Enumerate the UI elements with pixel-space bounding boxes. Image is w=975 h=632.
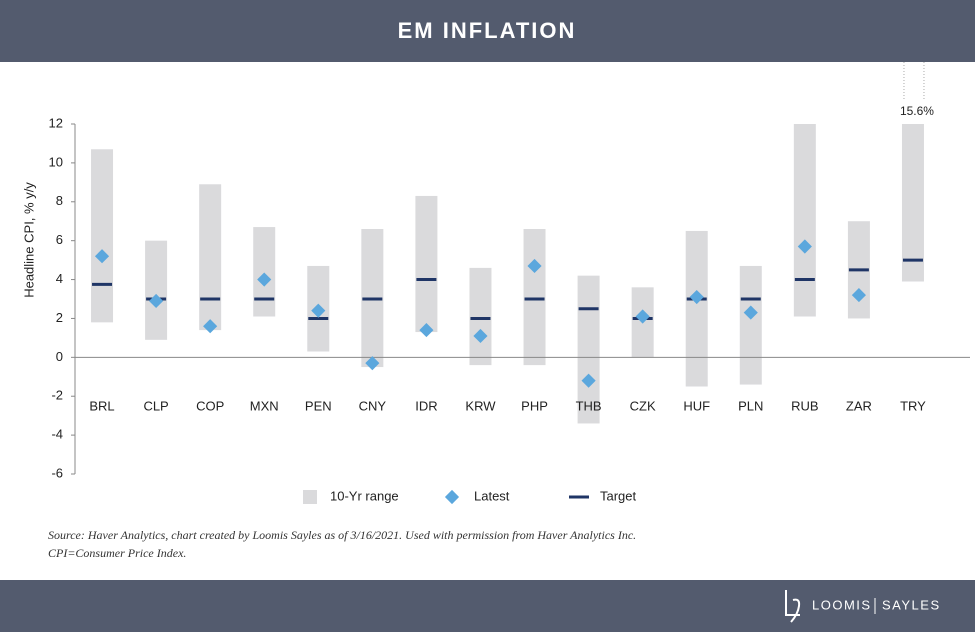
- y-tick-label: 6: [56, 232, 63, 247]
- y-axis-label: Headline CPI, % y/y: [21, 182, 36, 298]
- x-tick-label: KRW: [465, 398, 496, 413]
- range-bar: [685, 230, 708, 387]
- range-bar: [199, 184, 222, 331]
- range-bar: [523, 229, 546, 366]
- latest-marker: [203, 319, 218, 334]
- legend-swatch: [444, 489, 460, 505]
- x-tick-label: MXN: [250, 398, 279, 413]
- latest-marker: [743, 305, 758, 320]
- y-tick-label: 8: [56, 193, 63, 208]
- header-bar: [0, 0, 975, 62]
- x-tick-label: BRL: [89, 398, 114, 413]
- source-note: Source: Haver Analytics, chart created b…: [48, 528, 636, 542]
- brand-name: LOOMIS: [812, 597, 872, 612]
- x-tick-label: IDR: [415, 398, 437, 413]
- brand-logo: [785, 590, 801, 623]
- x-tick-label: PHP: [521, 398, 548, 413]
- x-tick-label: CLP: [143, 398, 168, 413]
- latest-marker: [257, 272, 272, 287]
- x-tick-label: HUF: [683, 398, 710, 413]
- latest-marker: [419, 323, 434, 338]
- y-tick-label: -4: [51, 427, 63, 442]
- range-bar: [739, 265, 762, 385]
- latest-marker: [797, 239, 812, 254]
- legend-label: Target: [600, 488, 637, 503]
- y-tick-label: 10: [49, 154, 63, 169]
- range-bar: [469, 267, 492, 366]
- x-tick-label: THB: [576, 398, 602, 413]
- latest-marker: [149, 293, 164, 309]
- latest-marker: [473, 328, 488, 344]
- latest-marker: [527, 258, 542, 274]
- range-bar: [415, 195, 438, 333]
- latest-marker: [311, 303, 326, 318]
- y-tick-label: 12: [49, 115, 63, 130]
- source-note: CPI=Consumer Price Index.: [48, 546, 186, 560]
- range-bar: [577, 275, 600, 424]
- latest-marker: [635, 309, 650, 324]
- x-tick-label: ZAR: [846, 398, 872, 413]
- range-bar: [793, 124, 816, 317]
- x-tick-label: RUB: [791, 398, 818, 413]
- x-tick-label: CZK: [630, 398, 656, 413]
- latest-marker: [365, 356, 380, 371]
- legend-swatch: [303, 490, 317, 504]
- range-bar: [145, 240, 168, 340]
- latest-marker: [581, 373, 596, 388]
- x-tick-label: TRY: [900, 398, 926, 413]
- brand-name: SAYLES: [882, 597, 941, 612]
- y-tick-label: 2: [56, 310, 63, 325]
- y-tick-label: 0: [56, 349, 63, 364]
- legend-label: Latest: [474, 488, 510, 503]
- latest-marker: [689, 289, 704, 305]
- y-tick-label: -2: [51, 388, 63, 403]
- x-tick-label: COP: [196, 398, 224, 413]
- range-bar: [901, 124, 924, 282]
- x-tick-label: PEN: [305, 398, 332, 413]
- chart-title: EM INFLATION: [398, 18, 577, 43]
- data-label: 15.6%: [900, 104, 934, 118]
- range-bar: [91, 149, 114, 323]
- x-tick-label: CNY: [359, 398, 387, 413]
- latest-marker: [851, 288, 866, 303]
- legend-label: 10-Yr range: [330, 488, 399, 503]
- range-bar: [253, 227, 276, 317]
- footer-bar: [0, 580, 975, 632]
- x-tick-label: PLN: [738, 398, 763, 413]
- y-tick-label: -6: [51, 465, 63, 480]
- y-tick-label: 4: [56, 271, 63, 286]
